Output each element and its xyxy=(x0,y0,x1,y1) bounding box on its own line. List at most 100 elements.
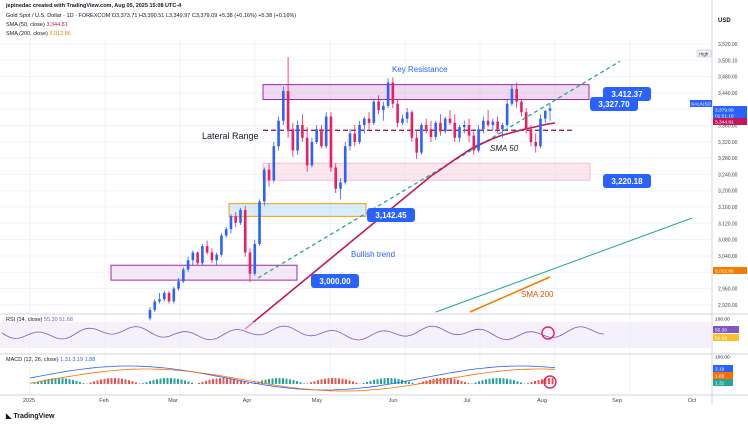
dotted-trendline xyxy=(257,60,621,279)
price-tick-label: 2,960.00 xyxy=(718,287,738,293)
macd-histogram-bar xyxy=(117,378,120,384)
time-axis-label: Oct xyxy=(688,398,697,404)
candle-body xyxy=(324,116,328,147)
macd-histogram-bar xyxy=(187,381,190,384)
sma50-legend-label: SMA (50, close) xyxy=(6,22,45,28)
macd-histogram-bar xyxy=(166,378,169,384)
macd-histogram-bar xyxy=(397,378,400,384)
candle-body xyxy=(453,122,457,138)
candle-body xyxy=(343,146,347,183)
macd-histogram-bar xyxy=(502,378,505,384)
macd-histogram-bar xyxy=(320,379,323,384)
candle-body xyxy=(472,135,476,151)
candle-body xyxy=(372,101,376,123)
macd-highlight-circle xyxy=(543,375,557,389)
macd-histogram-bar xyxy=(457,379,459,384)
price-tick-label: 3,160.00 xyxy=(718,205,738,211)
symbol-title: Gold Spot / U.S. Dollar · 1D · FOREXCOM xyxy=(6,13,111,19)
sma50-legend-value: 3,344.81 xyxy=(46,22,68,28)
candle-body xyxy=(267,169,271,181)
macd-legend-row[interactable]: MACD (12, 26, close) 1.31 3.19 1.88 xyxy=(6,357,95,363)
macd-histogram-bar xyxy=(404,380,407,384)
macd-histogram-bar xyxy=(107,378,109,384)
attribution-text: jepinedac created with TradingView.com, … xyxy=(6,3,181,9)
macd-histogram-bar xyxy=(317,380,319,384)
sma50-legend-row[interactable]: SMA (50, close) 3,344.81 xyxy=(6,22,68,28)
rsi-axis-tick: 55.30 xyxy=(715,328,727,334)
high-tag xyxy=(696,49,712,58)
macd-histogram-bar xyxy=(341,378,344,384)
macd-histogram-bar xyxy=(499,378,501,384)
candle-body xyxy=(543,110,547,119)
macd-histogram-bar xyxy=(96,380,99,384)
time-axis-label: Apr xyxy=(243,398,252,404)
macd-histogram-bar xyxy=(184,380,186,384)
macd-histogram-bar xyxy=(33,382,36,384)
candle-body xyxy=(539,118,542,147)
macd-histogram-bar xyxy=(355,382,358,384)
macd-histogram-bar xyxy=(212,379,214,384)
macd-histogram-bar xyxy=(394,378,396,384)
support-zone-purple xyxy=(110,264,298,281)
macd-axis-tag xyxy=(713,379,733,386)
candle-body xyxy=(486,120,490,125)
time-axis-label: Mar xyxy=(168,398,178,404)
macd-histogram-bar xyxy=(233,379,235,384)
macd-histogram-bar xyxy=(152,380,155,384)
rsi-band xyxy=(0,322,712,348)
tradingview-logo[interactable]: ◣ TradingView xyxy=(6,412,54,420)
symbol-title-row[interactable]: Gold Spot / U.S. Dollar · 1D · FOREXCOM … xyxy=(6,13,296,19)
macd-histogram-bar xyxy=(236,379,239,384)
candle-body xyxy=(496,121,499,130)
macd-histogram-bar xyxy=(338,378,340,384)
macd-histogram-bar xyxy=(131,381,134,384)
candle-body xyxy=(210,252,214,261)
candle-body xyxy=(424,125,428,130)
macd-histogram-bar xyxy=(47,378,50,384)
time-axis-label: Sep xyxy=(612,398,622,404)
candle-body xyxy=(248,252,252,274)
candle-body xyxy=(386,82,390,106)
time-axis-label: 2025 xyxy=(23,398,35,404)
macd-histogram-bar xyxy=(390,378,393,384)
candle-body xyxy=(405,112,409,119)
macd-histogram-bar xyxy=(422,381,424,384)
level-tag xyxy=(603,174,651,188)
macd-histogram-bar xyxy=(124,379,127,384)
candle-body xyxy=(515,88,518,102)
macd-histogram-bar xyxy=(362,383,365,384)
macd-histogram-bar xyxy=(229,378,232,384)
macd-histogram-bar xyxy=(278,378,281,384)
candle-body xyxy=(439,122,442,132)
macd-histogram-bar xyxy=(275,378,277,384)
price-tick-label: 3,240.00 xyxy=(718,172,738,178)
candle-body xyxy=(548,108,552,111)
macd-histogram-bar xyxy=(163,378,165,384)
macd-histogram-bar xyxy=(247,383,249,384)
macd-histogram-bar xyxy=(100,379,102,384)
macd-histogram-bar xyxy=(114,378,116,384)
candle-body xyxy=(282,91,285,121)
rsi-legend-row[interactable]: RSI (14, close) 55.30 51.68 xyxy=(6,317,73,323)
candle-body xyxy=(410,112,414,138)
macd-legend-values: 1.31 3.19 1.88 xyxy=(60,357,96,363)
level-tag-text: 3,000.00 xyxy=(319,277,351,286)
candle-body xyxy=(148,309,152,319)
macd-histogram-bar xyxy=(348,380,351,384)
macd-histogram-bar xyxy=(142,383,144,384)
level-tag xyxy=(367,208,415,222)
lateral-range-label: Lateral Range xyxy=(202,131,259,141)
candle-body xyxy=(177,281,180,289)
macd-histogram-bar xyxy=(324,378,326,384)
rsi-axis-tick: 100.00 xyxy=(715,317,730,323)
macd-histogram-bar xyxy=(222,378,225,384)
candle-body xyxy=(529,129,533,142)
level-tag-text: 3,142.45 xyxy=(375,211,407,220)
candle-body xyxy=(205,246,209,253)
macd-signal-line xyxy=(29,368,556,392)
sma200-legend-row[interactable]: SMA (200, close) 3,012.86 xyxy=(6,31,71,37)
currency-label[interactable]: USD xyxy=(718,18,731,24)
macd-histogram-bar xyxy=(271,378,274,384)
